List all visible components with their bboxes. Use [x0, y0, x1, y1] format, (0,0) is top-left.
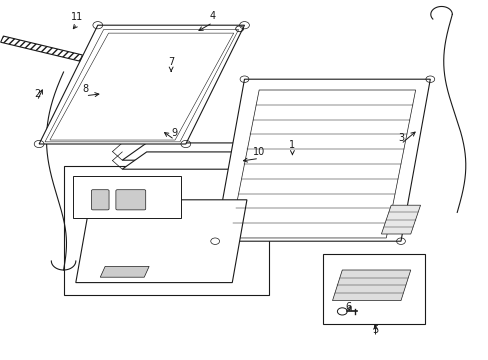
Text: 4: 4 [209, 11, 215, 21]
FancyBboxPatch shape [116, 190, 145, 210]
Text: 10: 10 [252, 147, 265, 157]
Polygon shape [332, 270, 410, 301]
Text: 11: 11 [71, 12, 83, 22]
Polygon shape [229, 90, 415, 238]
Polygon shape [76, 200, 246, 283]
Text: 5: 5 [372, 325, 378, 336]
Bar [322, 254, 425, 324]
Bar [73, 176, 181, 218]
Text: 7: 7 [168, 57, 174, 67]
Polygon shape [381, 205, 420, 234]
Text: 1: 1 [289, 140, 295, 150]
Polygon shape [0, 36, 82, 61]
Text: 9: 9 [171, 128, 177, 138]
Polygon shape [100, 266, 149, 277]
FancyBboxPatch shape [91, 190, 109, 210]
Polygon shape [122, 152, 283, 169]
Bar [63, 166, 268, 295]
Text: 3: 3 [397, 132, 403, 143]
Polygon shape [39, 25, 244, 144]
Polygon shape [215, 79, 429, 241]
Text: 2: 2 [34, 89, 40, 99]
Text: 8: 8 [82, 84, 88, 94]
Text: 6: 6 [345, 302, 350, 312]
Polygon shape [122, 143, 283, 160]
